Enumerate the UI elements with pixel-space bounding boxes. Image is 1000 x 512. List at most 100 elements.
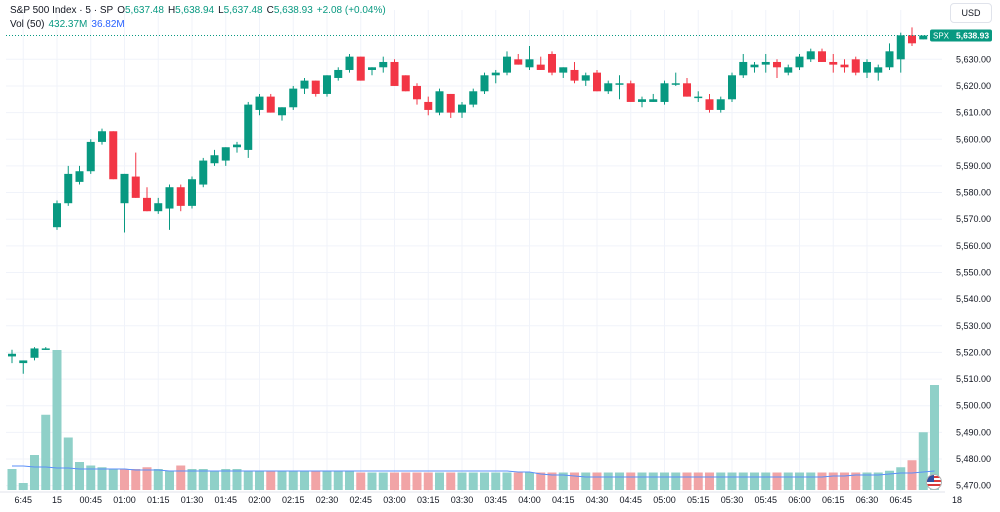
x-tick-label: 04:30 [586,495,609,505]
volume-bar [435,472,444,490]
volume-bar [817,472,827,490]
candle-body [356,56,365,81]
candle-body [885,51,894,68]
volume-bar [705,472,714,490]
x-tick-label: 01:00 [113,495,136,505]
candle-body [829,61,838,65]
volume-bar [626,472,636,490]
volume-bar [896,467,906,490]
volume-bar [401,472,411,490]
volume-bar [131,469,141,490]
candle-body [199,160,208,185]
candle-body [570,69,579,81]
x-tick-label: 06:15 [822,495,845,505]
x-tick-label: 05:30 [721,495,744,505]
volume-bar [356,472,366,490]
currency-button[interactable]: USD [950,3,992,23]
volume-bar [603,472,613,490]
x-tick-label: 04:00 [518,495,541,505]
candle-body [176,187,185,206]
volume-bar [300,470,309,490]
high-label: H [167,5,176,16]
volume-bar [547,472,557,490]
volume-bar [502,472,512,490]
candle-body [413,85,421,100]
volume-bar [682,472,692,490]
volume-bar [693,472,703,490]
candle-body [818,51,826,62]
x-tick-label: 03:15 [417,495,440,505]
candle-body [221,147,230,161]
x-tick-label: 15 [52,495,62,505]
candle-body [840,64,849,68]
candle-body [53,203,61,228]
candle-body [30,348,39,358]
x-tick-label: 04:45 [619,495,642,505]
candle-body [750,64,759,68]
candle-body [536,64,545,70]
volume-bar [592,472,602,490]
candle-body [19,360,28,364]
volume-bar [390,472,399,490]
volume-ma-value: 36.82M [91,19,125,30]
price-tag-symbol: SPX [933,32,950,41]
volume-bar [18,483,28,490]
y-tick-label: 5,620.00 [956,81,991,91]
candle-body [233,144,241,148]
candle-body [278,107,286,116]
x-tick-label: 06:30 [856,495,879,505]
y-tick-label: 5,470.00 [956,481,991,491]
candle-body [64,173,73,204]
candle-body [694,96,703,99]
candle-body [525,59,534,68]
us-flag-icon[interactable] [926,474,942,490]
volume-bar [783,472,793,490]
volume-ma-line [12,465,935,478]
volume-bar [30,455,39,490]
candle-body [165,187,174,209]
volume-bar [142,467,152,490]
y-tick-label: 5,510.00 [956,374,991,384]
volume-bar [581,472,591,490]
candle-body [649,99,658,102]
volume-bar [761,472,771,490]
x-tick-label: 01:45 [214,495,237,505]
volume-bar [873,472,883,490]
x-tick-label: 05:45 [754,495,777,505]
y-tick-label: 5,610.00 [956,108,991,118]
y-tick-label: 5,600.00 [956,134,991,144]
x-tick-label: 03:00 [383,495,406,505]
volume-bar [7,469,17,490]
volume-bar [558,472,568,490]
volume-bar [480,472,489,490]
x-tick-label: 02:00 [248,495,271,505]
candle-body [289,88,298,108]
candle-body [795,56,804,68]
candle-body [435,91,444,113]
volume-bar [446,472,456,490]
volume-bar [255,470,264,490]
candle-body [424,101,433,110]
price-axis[interactable]: 5,630.00 5,620.00 5,610.00 5,600.00 5,590.00… [956,54,991,490]
candle-body [593,72,601,92]
candle-body [120,173,129,204]
volume-bar [412,472,422,490]
volume-bar [862,472,872,490]
candle-body [806,51,815,60]
candle-body [154,203,163,212]
volume-bar [187,469,197,490]
volume-bar [288,470,298,490]
candle-body [345,56,354,70]
volume-bar [367,472,377,490]
candle-body [671,83,680,85]
time-axis[interactable]: 6:45 15 00:45 01:00 01:15 01:30 01:45 02:00 02:1… [0,491,962,505]
volume-bar [851,472,861,490]
volume-bar [243,470,253,490]
volume-bar [772,472,782,490]
volume-bar [930,385,939,490]
volume-bar [750,472,759,490]
candle-body [143,197,151,212]
x-tick-label: 06:00 [788,495,811,505]
volume-bar [210,470,219,490]
